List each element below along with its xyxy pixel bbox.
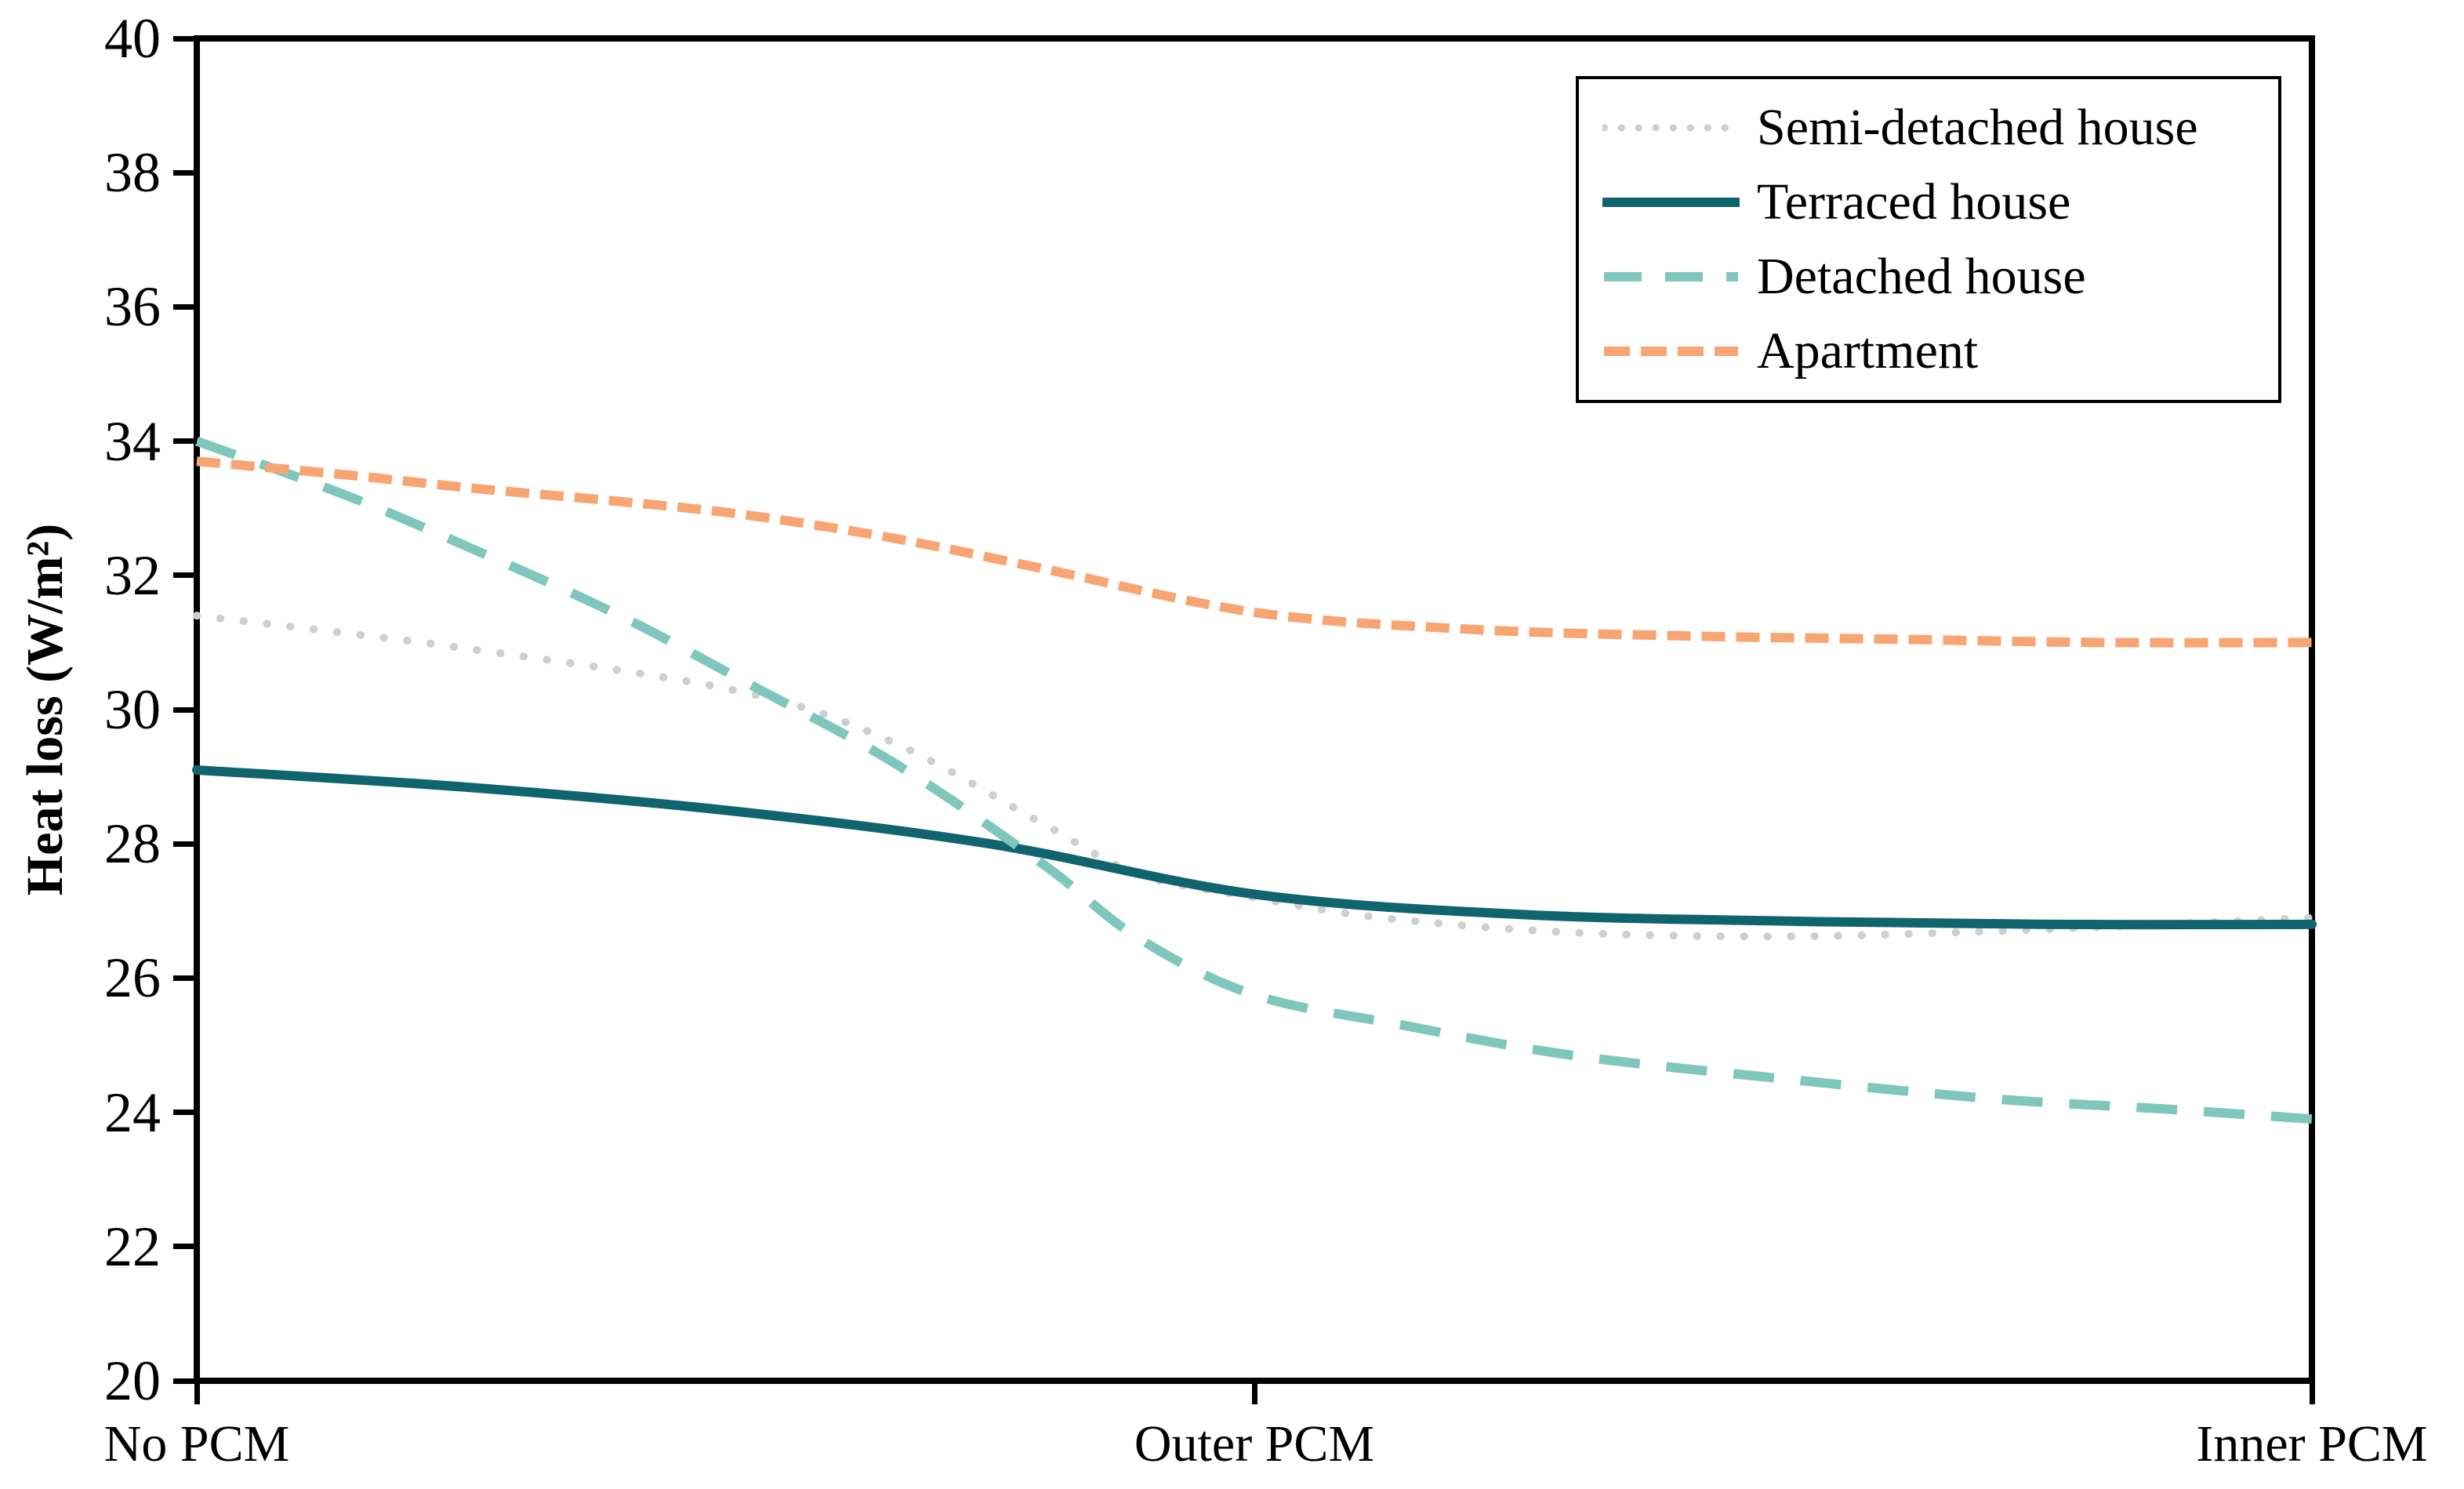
y-tick bbox=[173, 1244, 197, 1250]
legend-item-terraced-house: Terraced house bbox=[1602, 176, 2278, 228]
y-tick bbox=[173, 1109, 197, 1116]
x-tick bbox=[2309, 1381, 2315, 1404]
legend-line-sample-terraced-house bbox=[1602, 197, 1740, 207]
legend-label: Semi-detached house bbox=[1757, 98, 2198, 156]
legend-line-sample-apartment bbox=[1604, 347, 1738, 357]
legend-label: Apartment bbox=[1757, 322, 1979, 380]
y-tick-label: 40 bbox=[104, 7, 161, 70]
x-tick bbox=[1251, 1381, 1257, 1404]
series-line-detached-house bbox=[194, 436, 2313, 1124]
y-tick-label: 24 bbox=[104, 1080, 161, 1144]
y-tick bbox=[173, 169, 197, 176]
legend-line-sample-semi-detached-house bbox=[1602, 124, 1740, 132]
x-tick bbox=[194, 1381, 200, 1404]
y-tick-label: 22 bbox=[104, 1215, 161, 1278]
x-category-label: No PCM bbox=[103, 1415, 290, 1473]
legend: Semi-detached house Terraced house Detache… bbox=[1576, 76, 2281, 403]
y-tick-label: 36 bbox=[104, 275, 161, 339]
y-tick bbox=[173, 35, 197, 42]
y-tick-label: 20 bbox=[104, 1349, 161, 1412]
y-tick bbox=[173, 303, 197, 310]
y-tick bbox=[173, 706, 197, 713]
y-tick bbox=[173, 438, 197, 445]
y-tick-label: 26 bbox=[104, 946, 161, 1010]
series-line-semi-detached-house bbox=[193, 612, 2316, 941]
legend-label: Terraced house bbox=[1757, 173, 2071, 231]
chart-canvas bbox=[192, 436, 2317, 1124]
x-category-label: Inner PCM bbox=[2196, 1415, 2428, 1473]
y-tick bbox=[173, 975, 197, 981]
y-tick bbox=[173, 1378, 197, 1384]
legend-label: Detached house bbox=[1757, 248, 2086, 306]
y-tick bbox=[173, 841, 197, 847]
legend-line-sample-detached-house bbox=[1604, 272, 1738, 282]
y-tick-label: 32 bbox=[104, 543, 161, 607]
series-line-terraced-house bbox=[192, 765, 2317, 930]
x-category-label: Outer PCM bbox=[1134, 1415, 1375, 1473]
y-tick bbox=[173, 572, 197, 579]
y-tick-label: 34 bbox=[104, 409, 161, 473]
legend-item-apartment: Apartment bbox=[1602, 325, 2278, 377]
y-tick-label: 28 bbox=[104, 812, 161, 876]
y-tick-label: 38 bbox=[104, 141, 161, 205]
series-line-apartment bbox=[196, 456, 2313, 648]
legend-item-detached-house: Detached house bbox=[1602, 251, 2278, 303]
legend-item-semi-detached-house: Semi-detached house bbox=[1602, 98, 2278, 156]
y-tick-label: 30 bbox=[104, 678, 161, 741]
